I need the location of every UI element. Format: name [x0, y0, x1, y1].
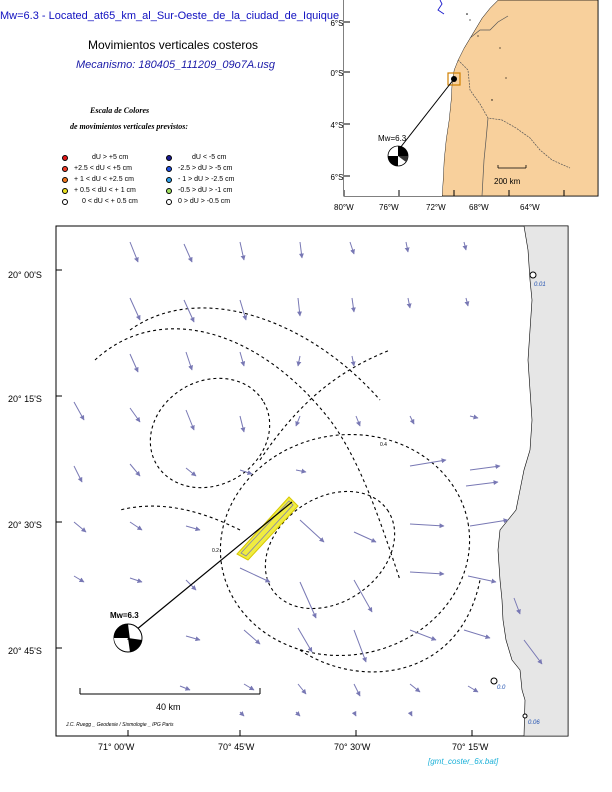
contour-label: 0.4 [380, 442, 387, 448]
color-scale-title: Escala de Colores [90, 106, 150, 115]
legend-label: +2.5 < dU < +5 cm [74, 165, 132, 172]
border-line [469, 15, 509, 39]
legend-label: + 0.5 < dU < + 1 cm [74, 187, 136, 194]
legend-item-uplift-5: 0 < dU < + 0.5 cm [62, 196, 138, 207]
station-icon [529, 271, 537, 279]
inset-event-label: Mw=6.3 [378, 134, 407, 143]
inset-lat-label: 20°S [330, 69, 343, 78]
inset-lon-label: 72°W [426, 203, 446, 212]
legend-item-uplift-3: + 1 < dU < +2.5 cm [62, 174, 138, 185]
main-lon-label: 70° 15'W [452, 742, 489, 752]
legend-label: dU < -5 cm [192, 154, 227, 161]
credit-text: J.C. Ruegg _ Geodesie / Sismologie _ IPG… [66, 722, 174, 728]
station-icon [490, 677, 498, 685]
map-subtitle: Movimientos verticales costeros [88, 38, 259, 52]
station-label: 0.0 [497, 685, 506, 691]
legend-item-uplift-4: + 0.5 < dU < + 1 cm [62, 185, 138, 196]
inset-lon-label: 64°W [520, 203, 540, 212]
color-scale-subtitle: de movimientos verticales previstos: [70, 122, 188, 131]
legend-item-subsidence-4: -0.5 > dU > -1 cm [166, 185, 234, 196]
station-icon [522, 713, 528, 719]
legend-label: -0.5 > dU > -1 cm [178, 187, 233, 194]
event-location-box [447, 72, 461, 86]
main-lon-label: 71° 00'W [98, 742, 135, 752]
main-event-label: Mw=6.3 [110, 611, 139, 620]
legend-item-subsidence-2: -2.5 > dU > -5 cm [166, 163, 234, 174]
color-dot-icon [62, 165, 68, 172]
legend-label: + 1 < dU < +2.5 cm [74, 176, 134, 183]
script-filename: [gmt_coster_6x.bat] [428, 757, 499, 766]
legend-item-uplift-1: dU > +5 cm [62, 152, 138, 163]
main-lon-label: 70° 30'W [334, 742, 371, 752]
main-lat-label: 20° 30'S [8, 520, 42, 530]
displacement-contours [94, 307, 481, 673]
border-line [457, 59, 571, 169]
inset-lat-label: 26°S [330, 173, 343, 182]
inset-map: Mw=6.3 200 km 16°S 20°S 24°S 26°S 80°W 7… [330, 0, 599, 212]
inset-lon-label: 68°W [469, 203, 489, 212]
main-map-land [497, 226, 568, 736]
legend-item-subsidence-1: dU < -5 cm [166, 152, 234, 163]
legend-label: dU > +5 cm [92, 154, 129, 161]
gps-stations [490, 271, 537, 719]
legend-label: -2.5 > dU > -5 cm [178, 165, 233, 172]
inset-lon-label: 80°W [334, 203, 354, 212]
color-dot-icon [166, 176, 172, 183]
color-dot-icon [62, 154, 68, 161]
legend-label: 0 > dU > -0.5 cm [178, 198, 231, 205]
main-scale-label: 40 km [156, 702, 181, 712]
legend-label: 0 < dU < + 0.5 cm [82, 198, 138, 205]
lake-titicaca [437, 0, 445, 15]
subsidence-legend: dU < -5 cm -2.5 > dU > -5 cm - 1 > dU > … [166, 152, 234, 207]
contour-label: 0.2 [212, 548, 219, 554]
station-label: 0.01 [534, 282, 546, 288]
inset-lat-label: 16°S [330, 19, 343, 28]
map-title: Mw=6.3 - Located_at65_km_al_Sur-Oeste_de… [0, 10, 340, 22]
color-dot-icon [166, 187, 172, 194]
legend-label: - 1 > dU > -2.5 cm [178, 176, 235, 183]
displacement-arrows [73, 241, 543, 717]
color-dot-icon [166, 198, 172, 205]
uplift-legend: dU > +5 cm +2.5 < dU < +5 cm + 1 < dU < … [62, 152, 138, 207]
color-dot-icon [166, 165, 172, 172]
border-line [481, 117, 489, 197]
main-lat-label: 20° 00'S [8, 270, 42, 280]
station-label: 0.06 [528, 720, 540, 726]
legend-item-uplift-2: +2.5 < dU < +5 cm [62, 163, 138, 174]
fault-plane [236, 496, 299, 561]
color-dot-icon [62, 187, 68, 194]
legend-item-subsidence-3: - 1 > dU > -2.5 cm [166, 174, 234, 185]
main-lon-label: 70° 45'W [218, 742, 255, 752]
main-lat-label: 20° 15'S [8, 394, 42, 404]
inset-lat-label: 24°S [330, 121, 343, 130]
inset-lon-label: 76°W [379, 203, 399, 212]
main-map: 0.4 0.2 Mw=6.3 [8, 225, 569, 752]
inset-beachball-icon [387, 145, 409, 167]
color-dot-icon [62, 176, 68, 183]
focal-mechanism-beachball-icon [113, 623, 143, 653]
color-dot-icon [62, 198, 68, 205]
mechanism-label: Mecanismo: 180405_111209_09o7A.usg [76, 59, 275, 71]
legend-item-subsidence-5: 0 > dU > -0.5 cm [166, 196, 234, 207]
inset-scale-label: 200 km [494, 177, 521, 186]
main-lat-label: 20° 45'S [8, 646, 42, 656]
color-dot-icon [166, 154, 172, 161]
main-map-frame [55, 225, 569, 737]
